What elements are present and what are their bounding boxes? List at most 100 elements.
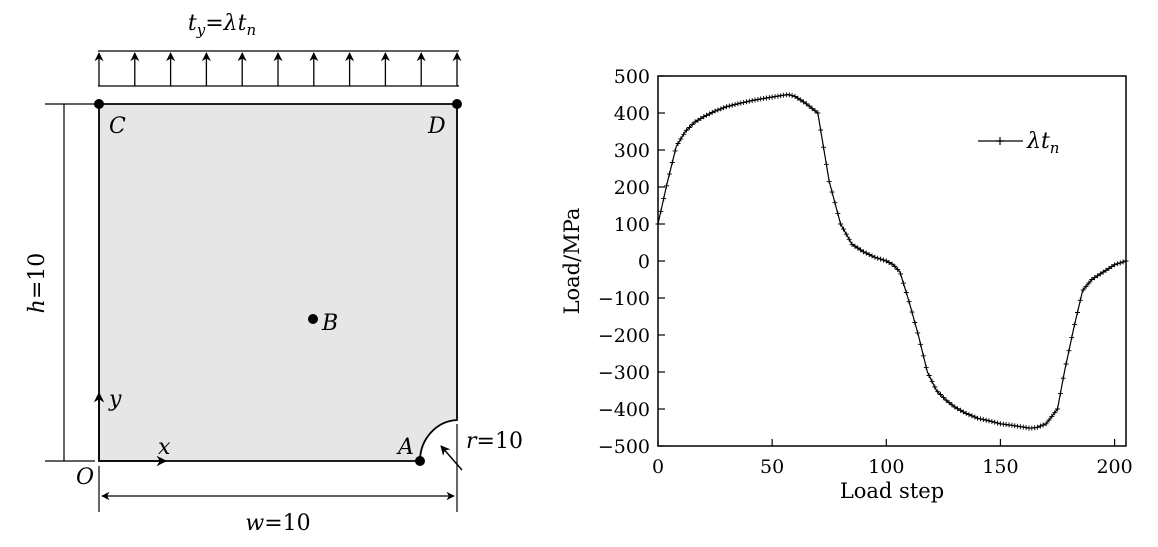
data-point-marker (972, 414, 978, 420)
data-point-marker (761, 96, 767, 101)
data-point-marker (949, 402, 955, 408)
data-point-marker (718, 106, 724, 112)
data-point-marker (661, 196, 667, 202)
data-point-marker (872, 254, 878, 260)
data-point-marker (1080, 287, 1086, 293)
data-point-marker (969, 413, 975, 419)
data-point-marker (1072, 322, 1078, 328)
data-point-marker (1114, 261, 1120, 267)
data-point-marker (803, 101, 809, 107)
data-point-marker (878, 256, 884, 262)
data-point-marker (1120, 259, 1126, 265)
data-point-marker (838, 221, 844, 227)
data-point-marker (1055, 406, 1060, 412)
data-point-marker (1077, 297, 1083, 303)
x-tick-label: 100 (868, 456, 904, 478)
data-point-marker (741, 100, 747, 105)
data-point-marker (684, 127, 689, 133)
x-axis-label: x (158, 435, 171, 460)
point-d-label: D (427, 114, 446, 139)
series-markers (655, 92, 1129, 431)
data-point-marker (766, 95, 772, 101)
data-point-marker (923, 364, 929, 370)
data-point-marker (658, 208, 664, 214)
point-a-marker (415, 456, 425, 466)
data-point-marker (895, 267, 901, 273)
y-tick-label: −200 (598, 325, 650, 347)
data-point-marker (829, 189, 835, 195)
data-point-marker (852, 243, 858, 249)
data-point-marker (812, 108, 818, 114)
data-point-marker (712, 108, 718, 114)
data-point-marker (1052, 410, 1058, 416)
data-point-marker (940, 394, 946, 400)
height-label: h=10 (25, 253, 50, 314)
plate (98, 103, 458, 462)
data-point-marker (978, 416, 983, 422)
data-point-marker (724, 104, 729, 110)
data-point-marker (721, 105, 727, 111)
width-label: w=10 (245, 511, 310, 536)
data-point-marker (792, 93, 798, 99)
data-point-marker (1069, 334, 1075, 340)
data-point-marker (698, 115, 704, 121)
data-point-marker (835, 210, 841, 216)
x-tick-label: 150 (982, 456, 1018, 478)
data-point-marker (861, 249, 866, 255)
data-point-marker (980, 417, 986, 422)
legend-label: λtn (1026, 129, 1059, 157)
data-point-marker (775, 93, 781, 99)
data-point-marker (889, 261, 895, 267)
data-point-marker (726, 103, 732, 109)
origin-label: O (76, 465, 94, 490)
data-point-marker (809, 105, 815, 111)
data-point-marker (843, 231, 849, 237)
data-point-marker (1089, 277, 1095, 282)
data-point-marker (912, 320, 918, 325)
data-point-marker (898, 271, 904, 277)
data-point-marker (1040, 422, 1046, 428)
data-point-marker (706, 111, 712, 117)
data-point-marker (1100, 269, 1106, 275)
data-point-marker (715, 107, 721, 113)
data-point-marker (849, 241, 855, 247)
data-point-marker (926, 373, 932, 378)
data-point-marker (1086, 280, 1092, 286)
y-tick-label: 100 (614, 214, 650, 236)
data-point-marker (1092, 275, 1098, 281)
data-point-marker (818, 127, 824, 133)
x-axis-title: Load step (840, 479, 944, 503)
data-point-marker (821, 144, 826, 150)
data-point-marker (826, 178, 832, 184)
x-tick-label: 0 (652, 456, 664, 478)
radius-label: r=10 (466, 429, 523, 454)
point-b-label: B (321, 311, 338, 336)
data-point-marker (1083, 283, 1089, 289)
y-tick-label: 500 (614, 66, 650, 88)
data-point-marker (1112, 262, 1118, 268)
y-tick-label: 0 (638, 251, 650, 273)
data-point-marker (798, 97, 804, 103)
data-point-marker (1023, 425, 1029, 431)
data-point-marker (983, 417, 989, 423)
y-tick-label: −400 (598, 399, 650, 421)
data-point-marker (915, 330, 921, 336)
legend-marker (996, 137, 1004, 145)
data-point-marker (846, 236, 852, 242)
data-point-marker (704, 112, 709, 118)
data-point-marker (1109, 264, 1115, 270)
point-c-label: C (109, 114, 126, 139)
data-point-marker (966, 412, 972, 418)
data-point-marker (678, 136, 684, 142)
data-point-marker (1106, 265, 1112, 271)
data-point-marker (769, 94, 775, 100)
data-point-marker (900, 280, 906, 286)
plot-frame (657, 75, 1127, 447)
data-point-marker (746, 98, 752, 104)
y-tick-label: 300 (614, 140, 650, 162)
data-point-marker (989, 419, 995, 425)
data-point-marker (986, 418, 992, 424)
data-point-marker (815, 110, 821, 116)
data-point-marker (778, 93, 784, 99)
